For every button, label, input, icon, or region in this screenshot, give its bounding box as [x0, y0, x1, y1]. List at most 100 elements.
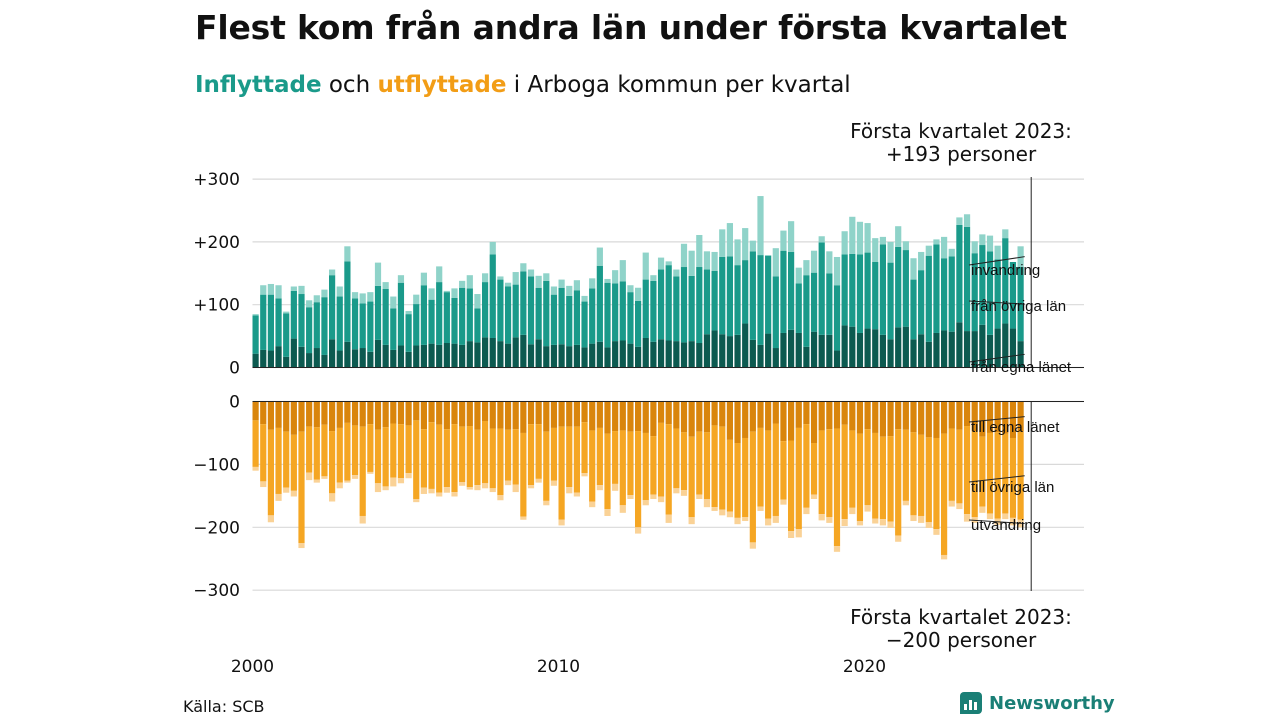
bar-outflow-segment — [895, 429, 902, 536]
bar-outflow-segment — [665, 401, 672, 425]
bar-outflow-segment — [627, 495, 634, 499]
bar-outflow-segment — [459, 426, 466, 483]
bar-inflow-segment — [527, 276, 535, 345]
bar-outflow-segment — [826, 429, 833, 518]
bar-outflow-segment — [726, 439, 733, 512]
bar-outflow-segment — [986, 513, 994, 520]
bar-outflow-segment — [466, 487, 473, 490]
bar-inflow-segment — [849, 253, 856, 327]
bar-outflow-segment — [856, 521, 864, 526]
bar-inflow-segment — [703, 251, 711, 270]
bar-inflow-segment — [619, 340, 626, 368]
annotation-inflow-line2: +193 personer — [885, 142, 1037, 166]
bar-inflow-segment — [665, 340, 672, 368]
bar-outflow-segment — [443, 487, 450, 493]
bar-outflow-segment — [612, 401, 619, 432]
bar-outflow-segment — [879, 519, 886, 526]
bar-inflow-segment — [306, 307, 313, 354]
bar-inflow-segment — [298, 346, 305, 368]
bar-inflow-segment — [879, 244, 886, 335]
bar-inflow-segment — [543, 346, 550, 368]
bar-outflow-segment — [374, 483, 382, 493]
bar-inflow-segment — [780, 332, 787, 368]
bar-outflow-segment — [298, 543, 305, 549]
bar-outflow-segment — [788, 401, 795, 441]
bar-outflow-segment — [482, 420, 489, 484]
bar-inflow-segment — [642, 337, 649, 368]
bar-inflow-segment — [589, 278, 596, 289]
bar-outflow-segment — [856, 401, 864, 434]
bar-outflow-segment — [948, 500, 955, 507]
bar-inflow-segment — [635, 287, 642, 301]
bar-inflow-segment — [948, 256, 955, 332]
x-tick-label: 2010 — [537, 657, 580, 677]
bar-outflow-segment — [933, 437, 940, 530]
bar-outflow-segment — [489, 401, 496, 429]
bar-inflow-segment — [321, 289, 328, 298]
bar-outflow-segment — [275, 401, 282, 428]
bar-outflow-segment — [665, 424, 672, 515]
bar-inflow-segment — [1017, 246, 1024, 268]
bar-inflow-segment — [612, 270, 619, 284]
bar-inflow-segment — [351, 298, 359, 350]
bar-inflow-segment — [573, 280, 580, 291]
bar-outflow-segment — [963, 514, 971, 522]
bar-inflow-segment — [405, 351, 412, 368]
bar-inflow-segment — [321, 297, 328, 355]
bar-outflow-segment — [864, 429, 871, 506]
bar-outflow-segment — [596, 401, 603, 428]
bar-inflow-segment — [810, 331, 818, 368]
bar-inflow-segment — [979, 245, 986, 325]
bar-inflow-segment — [351, 292, 359, 299]
bar-outflow-segment — [374, 429, 382, 484]
brand-name: Newsworthy — [989, 692, 1115, 714]
bar-inflow-segment — [872, 329, 879, 368]
bar-outflow-segment — [895, 401, 902, 430]
bar-outflow-segment — [451, 492, 458, 497]
bar-outflow-segment — [290, 401, 297, 435]
bar-outflow-segment — [596, 485, 603, 491]
bar-inflow-segment — [711, 330, 718, 368]
bar-inflow-segment — [520, 263, 527, 272]
bar-outflow-segment — [405, 473, 412, 479]
bar-inflow-segment — [627, 292, 634, 344]
bar-inflow-segment — [795, 267, 802, 284]
bar-outflow-segment — [298, 431, 305, 544]
bar-inflow-segment — [619, 260, 626, 282]
bar-outflow-segment — [925, 522, 932, 528]
x-tick-label: 2020 — [843, 657, 886, 677]
bar-outflow-segment — [535, 424, 542, 479]
bar-outflow-segment — [359, 426, 366, 516]
brand-logo[interactable]: Newsworthy — [960, 692, 1115, 714]
bar-inflow-segment — [627, 343, 634, 368]
bar-inflow-segment — [925, 341, 932, 368]
bar-outflow-segment — [619, 401, 626, 431]
bar-inflow-segment — [451, 288, 458, 298]
bar-inflow-segment — [512, 284, 519, 338]
bar-inflow-segment — [742, 228, 749, 261]
bar-inflow-segment — [374, 339, 382, 368]
bar-inflow-segment — [971, 241, 978, 254]
bar-outflow-segment — [413, 401, 420, 421]
bar-inflow-segment — [780, 230, 787, 251]
y-tick-top: +200 — [193, 233, 240, 253]
bar-outflow-segment — [1009, 401, 1017, 438]
bar-inflow-segment — [841, 325, 848, 368]
bar-inflow-segment — [841, 231, 848, 255]
bar-inflow-segment — [887, 241, 894, 263]
bar-inflow-segment — [558, 344, 565, 368]
bar-inflow-segment — [956, 217, 963, 225]
bar-chart-icon — [960, 692, 982, 714]
bar-inflow-segment — [527, 344, 535, 368]
annotation-outflow-line1: Första kvartalet 2023: — [850, 605, 1072, 629]
bar-inflow-segment — [451, 343, 458, 368]
bar-inflow-segment — [948, 331, 955, 368]
bar-outflow-segment — [550, 427, 558, 481]
bar-outflow-segment — [543, 431, 550, 501]
bar-outflow-segment — [558, 519, 565, 526]
bar-outflow-segment — [260, 481, 267, 488]
y-tick-bottom: −300 — [193, 581, 240, 601]
bar-inflow-segment — [826, 334, 833, 368]
bar-outflow-segment — [313, 479, 320, 483]
bar-outflow-segment — [994, 401, 1001, 433]
